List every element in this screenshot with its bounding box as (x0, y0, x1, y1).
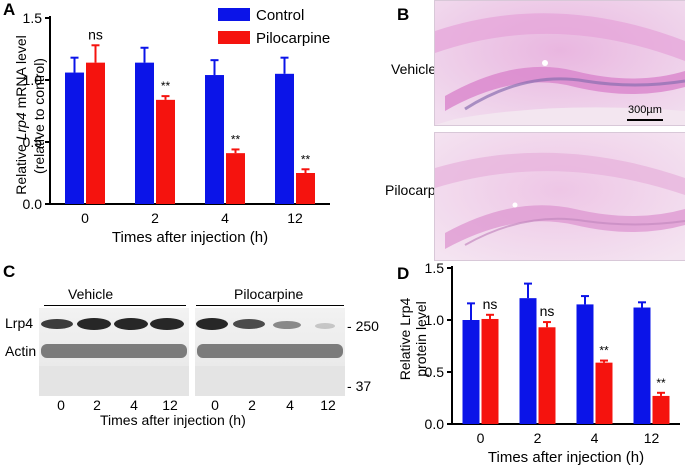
blot-lrp4-band (150, 318, 184, 330)
bar (275, 73, 294, 204)
bar (86, 62, 105, 204)
legend-swatch (218, 8, 250, 21)
scale-bar-text: 300µm (628, 104, 662, 116)
histology-vehicle-band-1 (435, 13, 685, 61)
legend-swatch (218, 31, 250, 44)
chart-a-ylabel2: (relative to control) (31, 58, 47, 174)
bar (226, 153, 245, 204)
blot-actin-band-vehicle (41, 344, 187, 358)
x-tick-label: 12 (287, 210, 303, 226)
chart-a-ylabel-italic: Lrp4 (13, 112, 29, 141)
blot-lane-label: 4 (130, 397, 138, 413)
blot-lrp4-band (315, 323, 335, 329)
blot-marker-37: - 37 (347, 378, 372, 394)
x-axis-label: Times after injection (h) (112, 229, 268, 246)
histology-pilocarpine-band-1 (435, 152, 685, 195)
x-tick-label: 4 (221, 210, 229, 226)
blot-lane-label: 0 (57, 397, 65, 413)
blot-lane-label: 4 (286, 397, 294, 413)
blot-actin-band-pilocarpine (197, 344, 343, 358)
chart-d-ylabel2: protein level (413, 301, 429, 377)
significance-label: ** (301, 152, 311, 166)
blot-row-actin-label: Actin (5, 343, 37, 359)
panel-d-letter: D (397, 264, 410, 283)
legend-label: Pilocarpine (256, 30, 330, 47)
bar (156, 99, 175, 204)
histology-pilocarpine-cell-layer (464, 217, 685, 246)
significance-label: ** (231, 132, 241, 146)
bar (65, 72, 84, 204)
western-blot (39, 308, 345, 396)
blot-lower-region-vehicle (39, 366, 189, 396)
significance-label: ** (161, 79, 171, 93)
legend-label: Control (256, 7, 304, 24)
blot-lrp4-band (41, 319, 73, 329)
blot-lrp4-band (273, 321, 301, 329)
histology-pilocarpine-band-2 (445, 205, 685, 249)
histology-vehicle-spot (542, 60, 548, 66)
chart-a-ylabel-main: Relative (13, 140, 29, 195)
y-tick-label: 0.0 (23, 196, 43, 212)
histology-pilocarpine-drawing (435, 133, 685, 260)
panel-b-letter: B (397, 5, 410, 24)
y-tick-label: 1.0 (23, 72, 43, 88)
blot-row-lrp4-label: Lrp4 (5, 315, 34, 331)
blot-lane-label: 12 (320, 397, 336, 413)
blot-lrp4-band (196, 318, 228, 330)
bar (205, 75, 224, 204)
histology-vehicle-drawing: 300µm (435, 1, 685, 125)
blot-group-pilocarpine-line (196, 305, 344, 306)
panel-c-letter: C (3, 262, 16, 281)
histology-vehicle-label: Vehicle (391, 61, 437, 77)
histology-vehicle-band-2 (445, 66, 685, 111)
histology-pilocarpine-image (434, 132, 685, 261)
blot-lane-labels: 0 2 4 12 0 2 4 12 (57, 397, 336, 413)
histology-vehicle-image: 300µm (434, 0, 685, 126)
x-tick-label: 0 (81, 210, 89, 226)
blot-lane-label: 12 (162, 397, 178, 413)
histology-vehicle-cell-layer (464, 77, 685, 111)
blot-lrp4-band (233, 319, 265, 329)
panel-a-letter: A (3, 0, 16, 19)
bar (296, 173, 315, 204)
y-tick-label: 0.5 (23, 134, 43, 150)
histology-vehicle-lower-edge (435, 107, 685, 125)
blot-group-vehicle-line (44, 305, 186, 306)
chart-d-ylabel: Relative Lrp4 (397, 297, 413, 381)
blot-group-vehicle: Vehicle (68, 286, 114, 302)
blot-group-pilocarpine: Pilocarpine (234, 286, 304, 302)
y-tick-label: 1.5 (23, 10, 43, 26)
blot-lane-label: 2 (93, 397, 101, 413)
blot-lrp4-band (77, 318, 111, 330)
histology-pilocarpine-spot (512, 202, 518, 208)
blot-marker-37-value: 37 (355, 378, 372, 394)
chart-a-ylabel: Relative Lrp4 mRNA level (13, 30, 29, 200)
blot-lrp4-band (114, 318, 148, 330)
chart-a-ylabel-rest: mRNA level (13, 35, 29, 113)
blot-lane-label: 0 (211, 397, 219, 413)
bar (135, 62, 154, 204)
x-tick-label: 2 (151, 210, 159, 226)
blot-lower-region-pilocarpine (195, 366, 345, 396)
blot-marker-250: - 250 (347, 318, 379, 334)
blot-lane-label: 2 (248, 397, 256, 413)
blot-xlabel: Times after injection (h) (100, 412, 246, 428)
blot-marker-250-value: 250 (355, 318, 379, 334)
significance-label: ns (88, 26, 103, 42)
